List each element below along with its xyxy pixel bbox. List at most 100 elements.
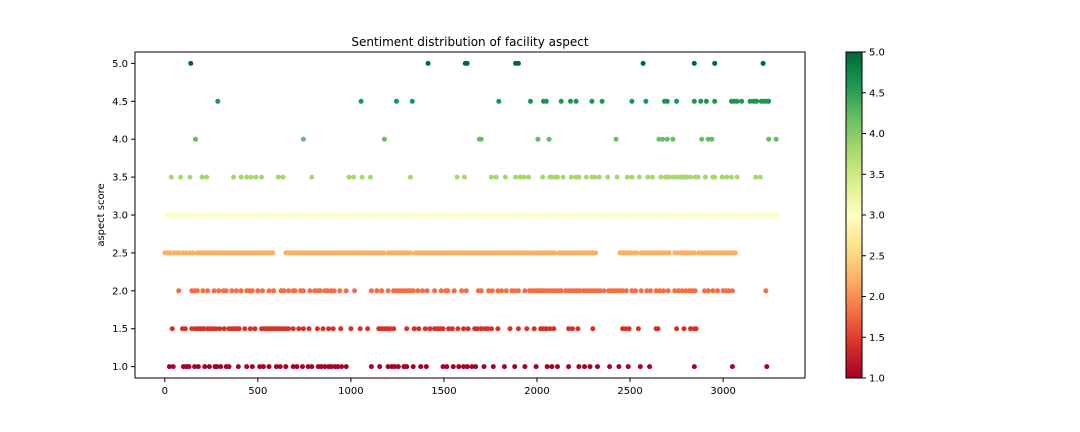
data-point: [506, 212, 512, 218]
data-point: [411, 326, 417, 332]
data-point: [162, 212, 168, 218]
data-point: [757, 174, 763, 180]
data-point: [368, 288, 374, 294]
colorbar-tick-label: 3.5: [869, 170, 885, 181]
data-point: [655, 326, 661, 332]
data-point: [432, 288, 438, 294]
data-point: [409, 98, 415, 104]
data-point: [450, 364, 456, 370]
data-point: [629, 288, 635, 294]
data-point: [567, 212, 573, 218]
data-point: [229, 288, 235, 294]
data-point: [692, 212, 698, 218]
data-point: [599, 212, 605, 218]
data-point: [715, 288, 720, 294]
data-point: [483, 212, 489, 218]
data-point: [192, 364, 198, 370]
data-point: [189, 326, 195, 332]
data-point: [171, 212, 177, 218]
data-point: [716, 212, 721, 218]
data-point: [583, 174, 589, 180]
data-point: [766, 98, 772, 104]
data-point: [202, 364, 208, 370]
data-point: [691, 250, 697, 256]
y-tick-label: 2.5: [112, 248, 128, 259]
data-point: [320, 212, 326, 218]
data-point: [392, 364, 398, 370]
scatter-points: [162, 60, 780, 370]
data-point: [223, 288, 229, 294]
data-point: [404, 212, 410, 218]
x-tick-label: 500: [248, 386, 267, 397]
data-point: [423, 364, 429, 370]
data-point: [774, 212, 780, 218]
data-point: [425, 60, 431, 66]
data-point: [236, 212, 242, 218]
data-point: [182, 326, 188, 332]
data-point: [283, 364, 289, 370]
data-point: [645, 174, 651, 180]
colorbar-tick-label: 3.0: [869, 211, 885, 222]
data-point: [199, 212, 205, 218]
y-tick-label: 3.0: [112, 211, 128, 222]
data-point: [515, 212, 521, 218]
data-point: [702, 288, 707, 294]
data-point: [497, 212, 503, 218]
data-point: [418, 212, 424, 218]
data-point: [674, 212, 680, 218]
data-point: [666, 174, 672, 180]
data-point: [176, 288, 182, 294]
data-point: [625, 364, 631, 370]
data-point: [306, 212, 312, 218]
data-point: [626, 326, 632, 332]
data-point: [644, 288, 650, 294]
data-point: [249, 288, 255, 294]
data-point: [729, 174, 734, 180]
data-point: [248, 174, 254, 180]
data-point: [359, 174, 365, 180]
data-point: [648, 288, 653, 294]
data-point: [688, 326, 693, 332]
data-point: [418, 364, 424, 370]
x-axis-ticks: 0 500 1000 1500 2000 2500 3000: [162, 378, 736, 397]
colorbar-tick-label: 2.0: [869, 292, 885, 303]
data-point: [385, 212, 391, 218]
data-point: [335, 364, 341, 370]
data-point: [764, 364, 770, 370]
data-point: [623, 288, 629, 294]
data-point: [641, 212, 647, 218]
data-point: [416, 326, 422, 332]
data-point: [286, 326, 291, 332]
data-point: [478, 136, 484, 142]
data-point: [683, 212, 689, 218]
data-point: [660, 212, 666, 218]
data-point: [281, 288, 287, 294]
data-point: [729, 364, 735, 370]
data-point: [474, 326, 480, 332]
data-point: [227, 212, 233, 218]
data-point: [724, 174, 730, 180]
data-point: [408, 212, 414, 218]
y-tick-label: 4.5: [112, 97, 128, 108]
data-point: [754, 98, 760, 104]
data-point: [199, 174, 205, 180]
data-point: [548, 212, 554, 218]
data-point: [305, 364, 311, 370]
data-point: [379, 288, 385, 294]
data-point: [180, 212, 186, 218]
data-point: [712, 60, 718, 66]
data-point: [257, 364, 263, 370]
data-point: [208, 212, 214, 218]
data-point: [674, 174, 680, 180]
data-point: [193, 136, 198, 142]
data-point: [674, 98, 680, 104]
data-point: [331, 288, 337, 294]
data-point: [232, 212, 238, 218]
data-point: [489, 288, 495, 294]
data-point: [481, 364, 487, 370]
data-point: [216, 288, 222, 294]
data-point: [231, 174, 237, 180]
data-point: [309, 364, 315, 370]
data-point: [773, 136, 779, 142]
data-point: [253, 174, 259, 180]
